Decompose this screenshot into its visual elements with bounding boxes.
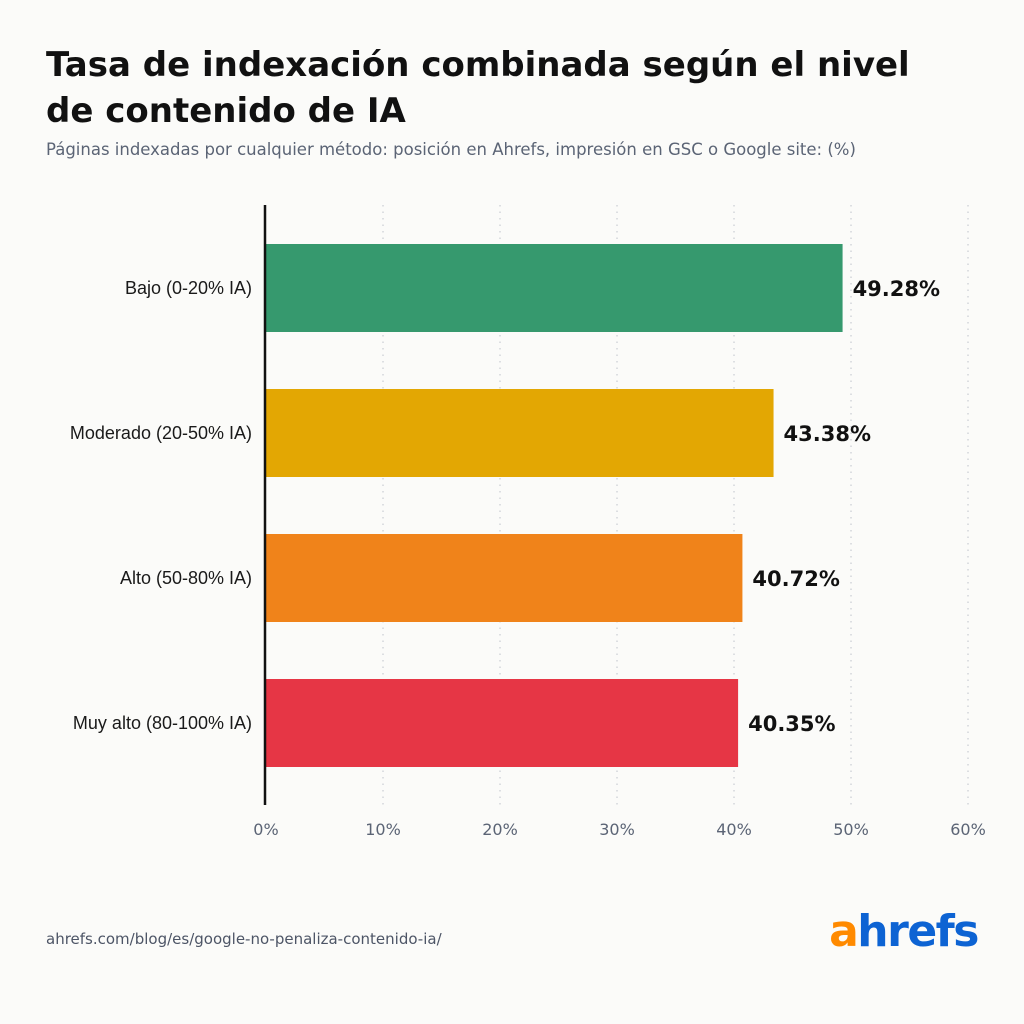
data-label: 40.35% <box>748 712 835 736</box>
data-label: 40.72% <box>752 567 839 591</box>
ahrefs-logo: ahrefs <box>829 902 979 962</box>
bar <box>266 244 843 332</box>
x-tick-label: 40% <box>716 820 752 839</box>
chart-title: Tasa de indexación combinada según el ni… <box>46 45 910 131</box>
bar <box>266 534 743 622</box>
x-tick-label: 60% <box>950 820 986 839</box>
category-label: Muy alto (80-100% IA) <box>73 713 252 733</box>
data-label: 43.38% <box>784 422 871 446</box>
data-label: 49.28% <box>853 277 940 301</box>
x-tick-label: 30% <box>599 820 635 839</box>
logo-wordmark: hrefs <box>857 906 979 957</box>
category-label: Bajo (0-20% IA) <box>125 278 252 298</box>
bar <box>266 389 774 477</box>
source-url: ahrefs.com/blog/es/google-no-penaliza-co… <box>46 930 442 948</box>
x-tick-label: 10% <box>365 820 401 839</box>
x-tick-label: 50% <box>833 820 869 839</box>
category-label: Alto (50-80% IA) <box>120 568 252 588</box>
x-tick-label: 20% <box>482 820 518 839</box>
x-tick-label: 0% <box>253 820 278 839</box>
chart-subtitle: Páginas indexadas por cualquier método: … <box>46 140 856 159</box>
bar <box>266 679 739 767</box>
category-label: Moderado (20-50% IA) <box>70 423 252 443</box>
logo-accent-letter: a <box>829 906 859 957</box>
